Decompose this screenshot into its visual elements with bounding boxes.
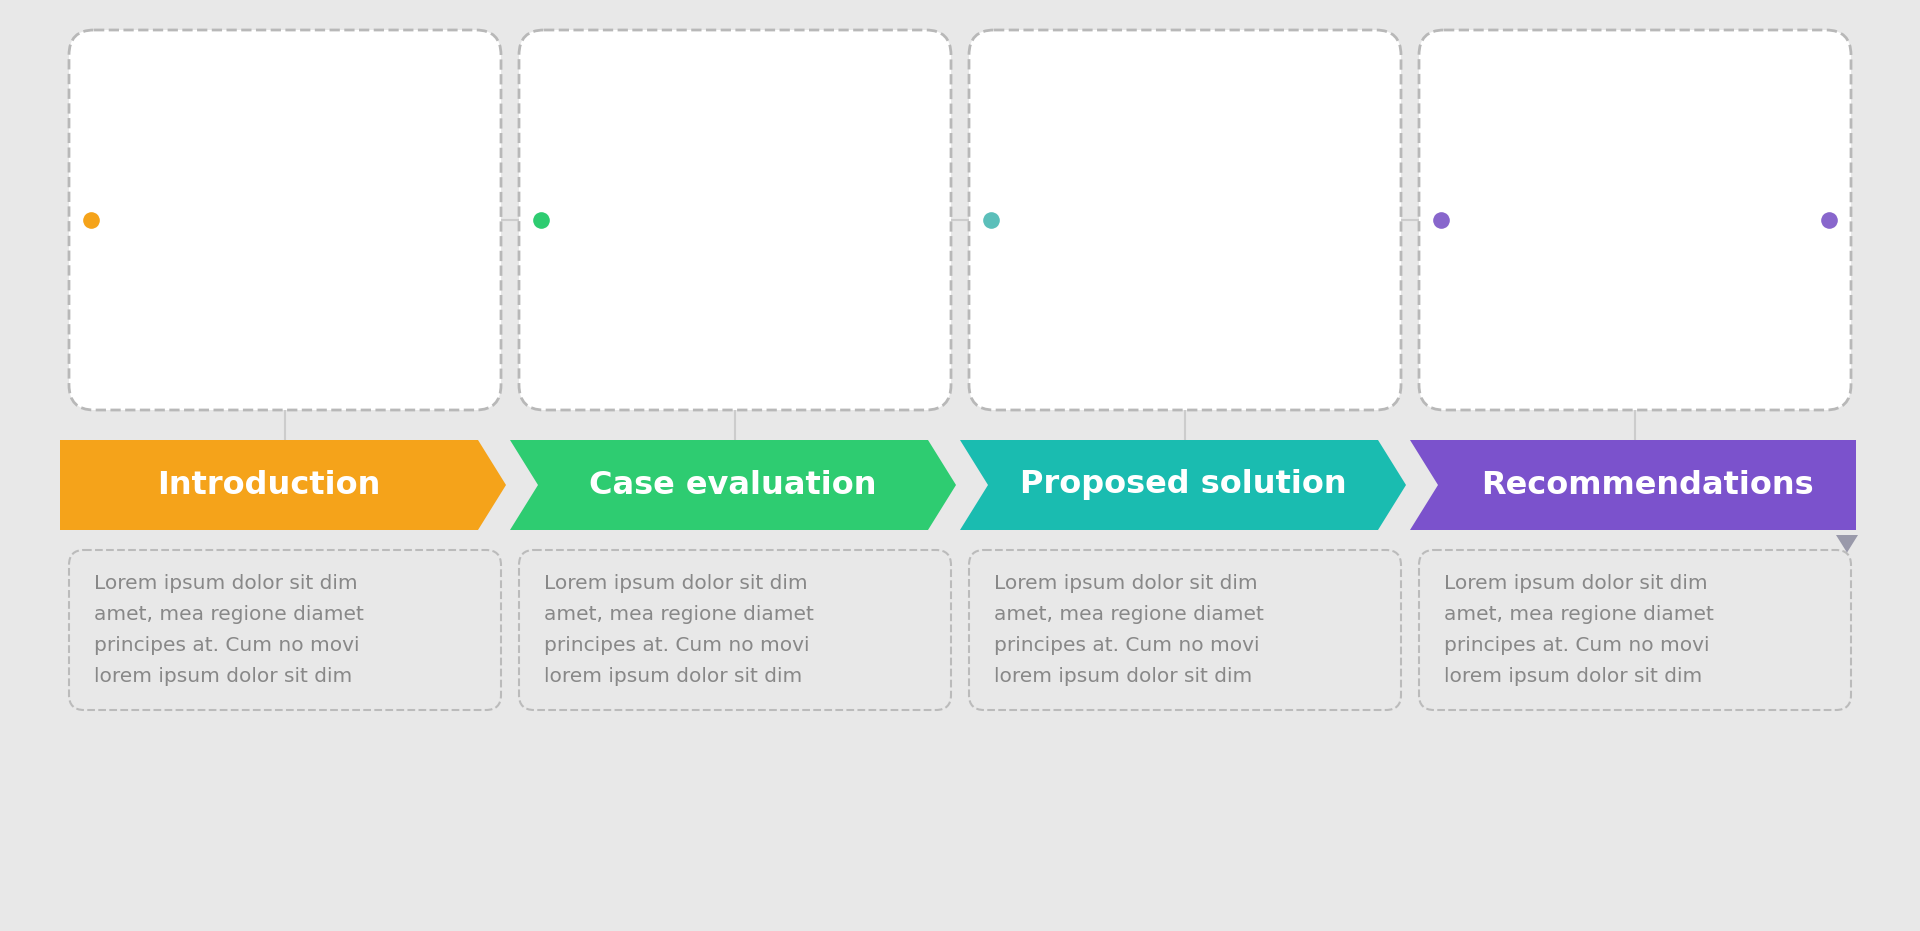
Text: Case evaluation: Case evaluation <box>589 469 877 501</box>
Text: Recommendations: Recommendations <box>1480 469 1812 501</box>
Polygon shape <box>960 440 1405 530</box>
Polygon shape <box>1836 535 1859 553</box>
Polygon shape <box>60 440 507 530</box>
FancyBboxPatch shape <box>69 30 501 410</box>
Text: Proposed solution: Proposed solution <box>1020 469 1346 501</box>
FancyBboxPatch shape <box>1419 30 1851 410</box>
FancyBboxPatch shape <box>518 30 950 410</box>
FancyBboxPatch shape <box>970 30 1402 410</box>
Text: Introduction: Introduction <box>157 469 380 501</box>
Text: Lorem ipsum dolor sit dim
amet, mea regione diamet
principes at. Cum no movi
lor: Lorem ipsum dolor sit dim amet, mea regi… <box>995 574 1263 686</box>
Polygon shape <box>511 440 956 530</box>
Text: Lorem ipsum dolor sit dim
amet, mea regione diamet
principes at. Cum no movi
lor: Lorem ipsum dolor sit dim amet, mea regi… <box>543 574 814 686</box>
Text: Lorem ipsum dolor sit dim
amet, mea regione diamet
principes at. Cum no movi
lor: Lorem ipsum dolor sit dim amet, mea regi… <box>94 574 365 686</box>
Text: Lorem ipsum dolor sit dim
amet, mea regione diamet
principes at. Cum no movi
lor: Lorem ipsum dolor sit dim amet, mea regi… <box>1444 574 1715 686</box>
Polygon shape <box>1409 440 1857 530</box>
